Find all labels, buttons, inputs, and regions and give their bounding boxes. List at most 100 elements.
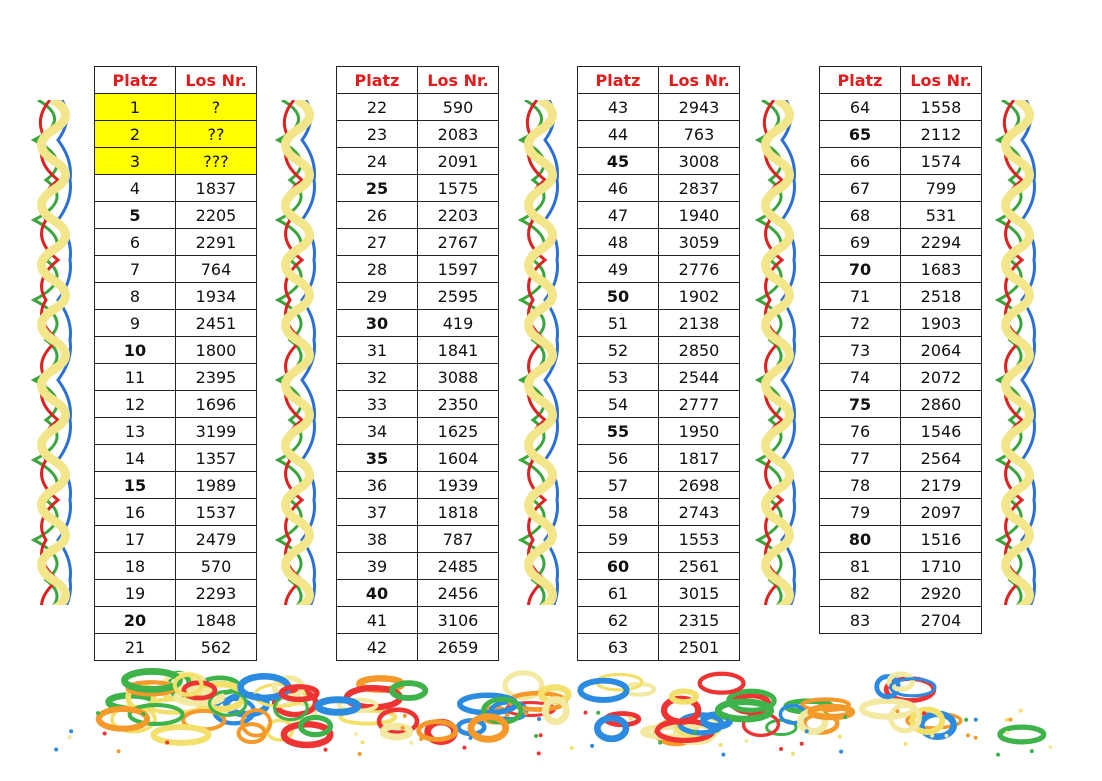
table-row: 66 1574 — [820, 148, 982, 175]
table-row: 73 2064 — [820, 337, 982, 364]
streamer-curl — [700, 674, 744, 693]
los-cell: 2179 — [901, 472, 982, 499]
table-row: 40 2456 — [337, 580, 499, 607]
platz-cell: 36 — [337, 472, 418, 499]
platz-cell: 50 — [578, 283, 659, 310]
los-cell: 2837 — [659, 175, 740, 202]
platz-cell: 17 — [95, 526, 176, 553]
los-cell: 2456 — [418, 580, 499, 607]
los-cell: 2112 — [901, 121, 982, 148]
table-row: 4 1837 — [95, 175, 257, 202]
table-row: 33 2350 — [337, 391, 499, 418]
confetti-dot — [693, 730, 697, 734]
table-row: 68 531 — [820, 202, 982, 229]
los-cell: 1710 — [901, 553, 982, 580]
los-cell: 3088 — [418, 364, 499, 391]
table-row: 70 1683 — [820, 256, 982, 283]
confetti-dot — [843, 715, 847, 719]
table-row: 83 2704 — [820, 607, 982, 634]
table-row: 34 1625 — [337, 418, 499, 445]
platz-cell: 4 — [95, 175, 176, 202]
table-row: 18 570 — [95, 553, 257, 580]
los-cell: 419 — [418, 310, 499, 337]
table-row: 46 2837 — [578, 175, 740, 202]
confetti-streamer-image — [15, 650, 1055, 760]
los-cell: 2294 — [901, 229, 982, 256]
platz-cell: 9 — [95, 310, 176, 337]
los-cell: 1537 — [176, 499, 257, 526]
platz-cell: 6 — [95, 229, 176, 256]
platz-cell: 66 — [820, 148, 901, 175]
los-cell: 2203 — [418, 202, 499, 229]
platz-header: Platz — [820, 67, 901, 94]
table-row: 17 2479 — [95, 526, 257, 553]
confetti-dot — [69, 729, 73, 733]
platz-cell: 57 — [578, 472, 659, 499]
los-cell: 2097 — [901, 499, 982, 526]
table-row: 82 2920 — [820, 580, 982, 607]
los-cell: 1575 — [418, 175, 499, 202]
platz-cell: 7 — [95, 256, 176, 283]
table-row: 6 2291 — [95, 229, 257, 256]
platz-cell: 29 — [337, 283, 418, 310]
table-row: 64 1558 — [820, 94, 982, 121]
header-row: Platz Los Nr. — [337, 67, 499, 94]
los-cell: 2943 — [659, 94, 740, 121]
confetti-dot — [909, 725, 913, 729]
confetti-dot — [800, 742, 804, 746]
los-cell: 2479 — [176, 526, 257, 553]
streamer-icon — [992, 100, 1047, 605]
los-cell: 3106 — [418, 607, 499, 634]
los-cell: 1950 — [659, 418, 740, 445]
los-cell: 1800 — [176, 337, 257, 364]
los-cell: 2776 — [659, 256, 740, 283]
los-cell: 1841 — [418, 337, 499, 364]
confetti-dot — [584, 711, 588, 715]
confetti-dot — [534, 734, 538, 738]
confetti-dot — [930, 734, 934, 738]
confetti-dot — [469, 736, 473, 740]
los-cell: ?? — [176, 121, 257, 148]
platz-cell: 18 — [95, 553, 176, 580]
table-row: 35 1604 — [337, 445, 499, 472]
table-row: 61 3015 — [578, 580, 740, 607]
los-cell: 1939 — [418, 472, 499, 499]
los-cell: 1604 — [418, 445, 499, 472]
confetti-dot — [539, 733, 543, 737]
table-row: 78 2179 — [820, 472, 982, 499]
platz-cell: 79 — [820, 499, 901, 526]
table-row: 65 2112 — [820, 121, 982, 148]
table-row: 54 2777 — [578, 391, 740, 418]
platz-cell: 15 — [95, 472, 176, 499]
platz-cell: 47 — [578, 202, 659, 229]
los-cell: 2315 — [659, 607, 740, 634]
table-row: 13 3199 — [95, 418, 257, 445]
confetti-dot — [658, 741, 662, 745]
confetti-dot — [117, 749, 121, 753]
platz-cell: 72 — [820, 310, 901, 337]
confetti-dot — [537, 751, 541, 755]
confetti-dot — [779, 747, 783, 751]
table-row: 31 1841 — [337, 337, 499, 364]
table-row: 14 1357 — [95, 445, 257, 472]
platz-cell: 76 — [820, 418, 901, 445]
los-cell: 2395 — [176, 364, 257, 391]
table-row: 58 2743 — [578, 499, 740, 526]
table-row: 19 2293 — [95, 580, 257, 607]
confetti-dot — [1048, 745, 1052, 749]
confetti-dot — [54, 748, 58, 752]
los-cell: 2138 — [659, 310, 740, 337]
los-cell: 2518 — [901, 283, 982, 310]
table-row: 59 1553 — [578, 526, 740, 553]
los-cell: 1574 — [901, 148, 982, 175]
los-cell: 3059 — [659, 229, 740, 256]
los-cell: 3015 — [659, 580, 740, 607]
table-row: 62 2315 — [578, 607, 740, 634]
confetti-dot — [590, 744, 594, 748]
confetti-dot — [805, 729, 809, 733]
platz-cell: 83 — [820, 607, 901, 634]
platz-cell: 40 — [337, 580, 418, 607]
header-row: Platz Los Nr. — [95, 67, 257, 94]
table-row: 22 590 — [337, 94, 499, 121]
platz-cell: 54 — [578, 391, 659, 418]
